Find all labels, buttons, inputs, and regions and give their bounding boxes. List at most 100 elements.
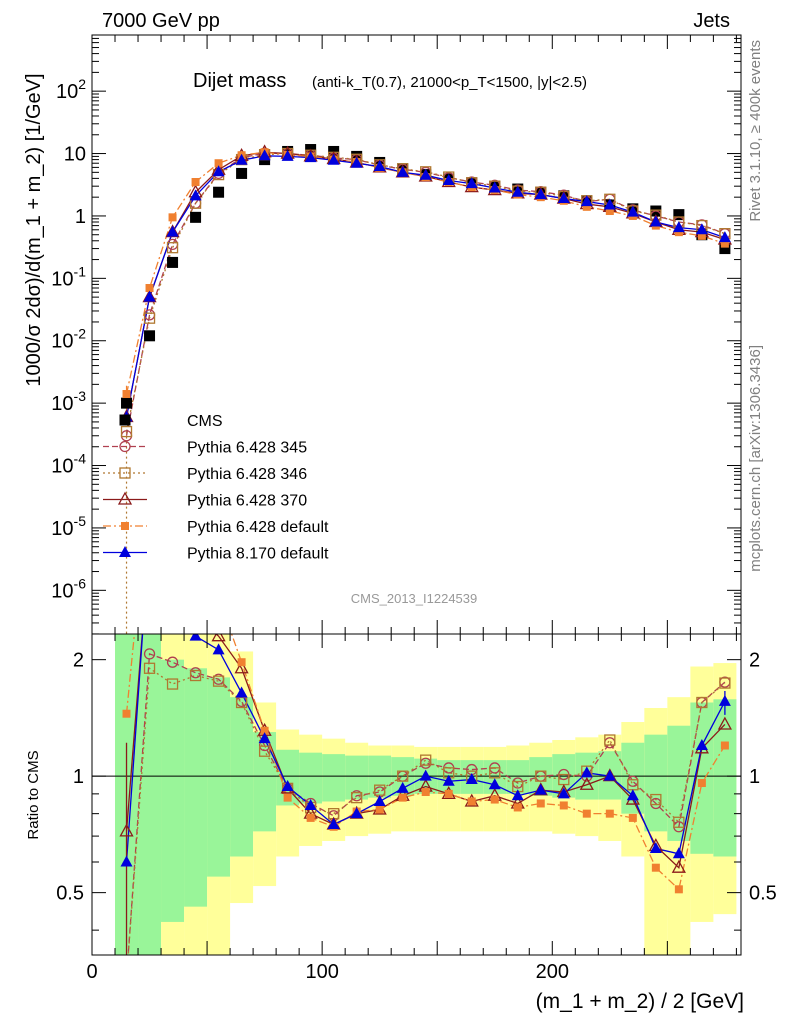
axes: 0 100 200 10-6 10-5 10-4 10-3 10-2 10-1 1 10 102 0.5…: [51, 34, 777, 983]
ratio-point-p370: [234, 660, 249, 674]
ratio-point-p346: [143, 662, 156, 674]
ratio-point-p8def: [534, 783, 547, 795]
ratio-point-p6def: [237, 658, 246, 667]
legend-label-p346: Pythia 6.428 346: [187, 466, 307, 483]
ratio-point-p346: [166, 678, 179, 690]
main-point-p8def: [534, 188, 547, 200]
main-point-p6def: [122, 390, 131, 399]
ratio-point-p8def: [373, 794, 386, 806]
ratio-point-p346: [189, 669, 202, 682]
main-point-p8def: [488, 181, 501, 193]
ratio-point-p346: [351, 791, 363, 804]
ratio-point-p346: [696, 696, 708, 709]
ratio-point-p346: [122, 973, 132, 983]
legend-label-p370: Pythia 6.428 370: [187, 493, 307, 510]
band-inner-bin: [345, 755, 369, 800]
legend: CMS Pythia 6.428 345 Pythia 6.428 346 Pythi…: [103, 413, 329, 563]
main-y-tick-label: 10-6: [51, 575, 86, 602]
ratio-point-p346: [212, 675, 225, 687]
main-point-p8def: [304, 151, 317, 163]
main-point-p8def: [718, 231, 731, 243]
main-y-tick-label: 102: [56, 76, 86, 103]
ratio-y-tick-label-right: 1: [749, 766, 760, 788]
main-point-cms: [236, 167, 248, 179]
ratio-point-p8def: [649, 842, 662, 854]
x-tick-label: 200: [536, 961, 569, 983]
ratio-point-p345: [166, 656, 179, 668]
main-point-p8def: [212, 165, 225, 177]
ratio-point-p346: [673, 816, 685, 828]
main-point-p345: [166, 238, 179, 251]
ratio-y-tick-label-right: 0.5: [749, 883, 777, 905]
band-inner-bin: [138, 634, 162, 955]
ratio-point-p346: [489, 767, 501, 779]
ratio-point-p6def: [513, 803, 522, 812]
main-point-cms: [190, 211, 202, 223]
ratio-point-p8def: [212, 643, 225, 655]
band-inner-bin: [161, 659, 185, 922]
ratio-point-p8def: [419, 769, 432, 781]
ratio-point-p6def: [559, 801, 568, 810]
main-series-clipped: [119, 144, 732, 634]
ratio-point-p345: [143, 648, 156, 660]
ratio-point-p8def: [304, 798, 317, 810]
ratio-point-p6def: [375, 805, 384, 814]
main-point-cms: [167, 256, 179, 268]
main-point-cms: [144, 330, 156, 342]
main-point-p8def: [327, 153, 340, 165]
main-y-tick-label: 10-3: [51, 388, 86, 415]
main-point-p8def: [166, 225, 179, 237]
band-inner-bin: [506, 760, 530, 794]
ratio-point-p346: [719, 677, 731, 689]
main-point-p346: [166, 242, 179, 254]
main-point-cms: [121, 397, 133, 409]
main-point-cms: [213, 186, 225, 198]
main-point-p8def: [695, 223, 708, 235]
band-inner-bin: [713, 699, 737, 857]
band-inner-bin: [322, 754, 346, 802]
band-inner-bin: [184, 668, 208, 907]
main-point-p346: [120, 425, 133, 438]
main-point-p8def: [281, 149, 294, 161]
main-point-p8def: [557, 192, 570, 204]
main-title-detail: (anti-k_T(0.7), 21000<p_T<1500, |y|<2.5): [312, 74, 587, 91]
main-point-p8def: [373, 160, 386, 172]
main-point-p6def: [674, 228, 683, 237]
legend-marker-p6def: [121, 522, 129, 530]
ratio-point-p370: [671, 859, 686, 873]
ratio-line-p345: [127, 652, 726, 955]
ratio-point-p8def: [350, 807, 363, 819]
main-title: Dijet mass: [193, 70, 286, 92]
main-point-p6def: [582, 202, 591, 211]
legend-marker-p345: [119, 440, 131, 453]
ratio-point-p346: [535, 770, 547, 782]
x-axis-label: (m_1 + m_2) / 2 [GeV]: [536, 990, 744, 1013]
main-point-p6def: [168, 213, 177, 222]
main-point-p8def: [511, 185, 524, 197]
x-tick-label: 0: [86, 961, 97, 983]
main-point-p6def: [145, 284, 154, 293]
legend-label-cms: CMS: [187, 413, 223, 430]
ratio-point-p6def: [720, 741, 729, 750]
main-point-p8def: [419, 168, 432, 180]
ratio-point-p8def: [281, 780, 294, 792]
ratio-point-p6def: [444, 789, 453, 798]
header-right: Jets: [693, 10, 730, 32]
band-inner-bin: [253, 732, 277, 832]
ratio-point-p6def: [421, 788, 430, 797]
main-point-p8def: [189, 189, 202, 201]
band-inner-bin: [621, 742, 645, 814]
ratio-point-p346: [604, 734, 616, 746]
main-point-p6def: [697, 231, 706, 240]
ratio-y-tick-label: 2: [73, 650, 84, 672]
main-point-cms: [673, 209, 685, 221]
main-point-p6def: [605, 207, 614, 216]
main-point-p8def: [465, 177, 478, 189]
main-point-p8def: [350, 156, 363, 168]
main-point-p8def: [258, 149, 271, 161]
ratio-point-p8def: [120, 855, 133, 867]
ratio-point-p370: [211, 634, 226, 642]
ratio-point-p370: [190, 609, 202, 620]
main-point-cms: [719, 243, 731, 255]
